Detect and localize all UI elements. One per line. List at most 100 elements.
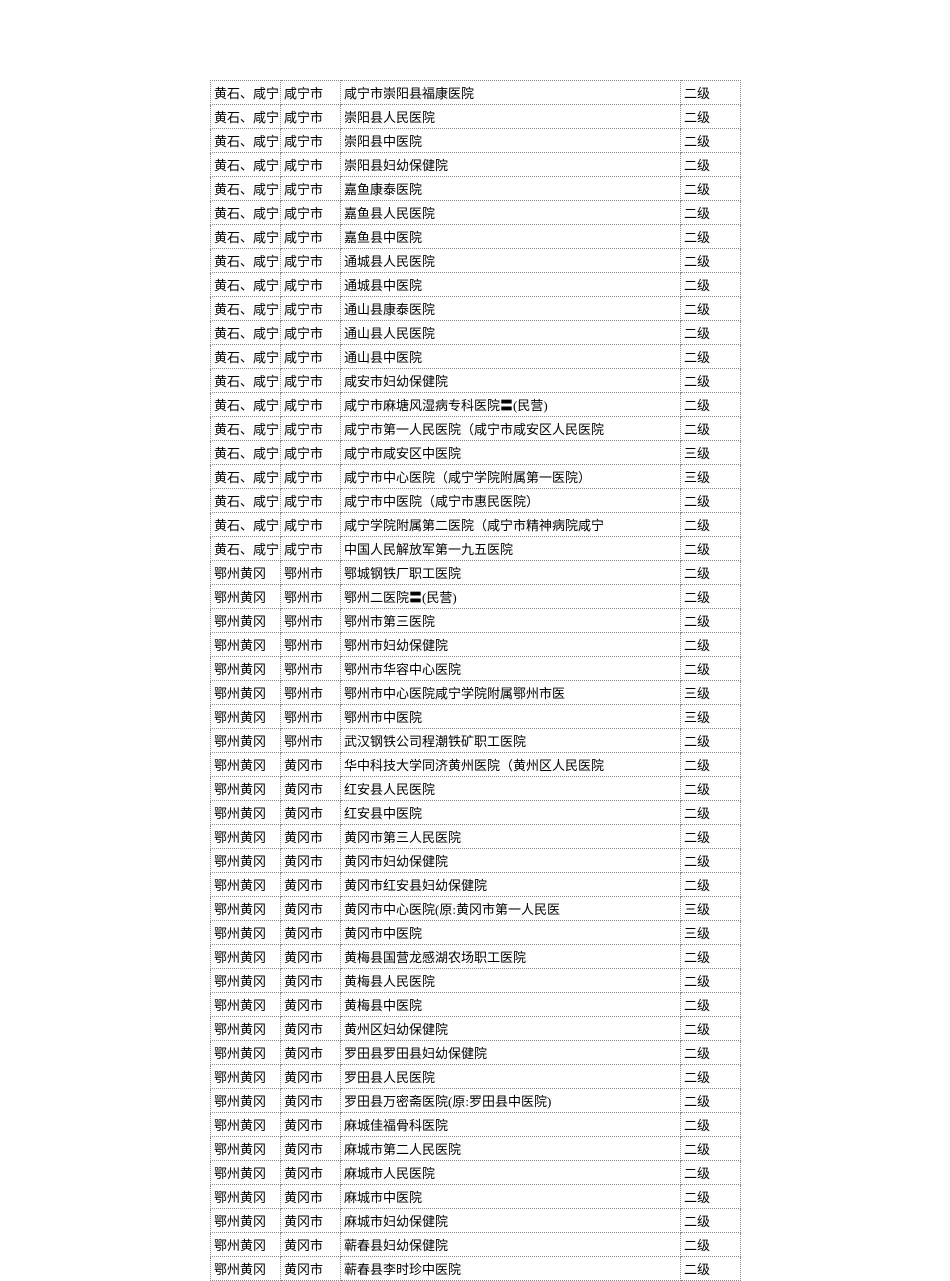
- table-row: 黄石、咸宁咸宁市通城县人民医院二级: [211, 249, 741, 273]
- cell-city: 咸宁市: [281, 489, 341, 513]
- table-row: 鄂州黄冈黄冈市麻城市第二人民医院二级: [211, 1137, 741, 1161]
- cell-city: 咸宁市: [281, 465, 341, 489]
- cell-hospital: 咸宁市咸安区中医院: [341, 441, 681, 465]
- table-row: 鄂州黄冈鄂州市鄂州市华容中心医院二级: [211, 657, 741, 681]
- cell-level: 二级: [681, 201, 741, 225]
- cell-hospital: 鄂州市中心医院咸宁学院附属鄂州市医: [341, 681, 681, 705]
- cell-city: 黄冈市: [281, 873, 341, 897]
- cell-level: 三级: [681, 681, 741, 705]
- cell-city: 咸宁市: [281, 369, 341, 393]
- table-row: 黄石、咸宁咸宁市崇阳县中医院二级: [211, 129, 741, 153]
- cell-hospital: 中国人民解放军第一九五医院: [341, 537, 681, 561]
- cell-city: 鄂州市: [281, 657, 341, 681]
- cell-region: 黄石、咸宁: [211, 537, 281, 561]
- cell-level: 二级: [681, 1113, 741, 1137]
- table-row: 鄂州黄冈黄冈市黄冈市中医院三级: [211, 921, 741, 945]
- cell-city: 咸宁市: [281, 393, 341, 417]
- cell-region: 鄂州黄冈: [211, 801, 281, 825]
- cell-level: 二级: [681, 513, 741, 537]
- table-row: 鄂州黄冈黄冈市红安县中医院二级: [211, 801, 741, 825]
- cell-region: 黄石、咸宁: [211, 249, 281, 273]
- cell-city: 黄冈市: [281, 801, 341, 825]
- cell-hospital: 罗田县万密斋医院(原:罗田县中医院): [341, 1089, 681, 1113]
- cell-city: 鄂州市: [281, 729, 341, 753]
- cell-region: 鄂州黄冈: [211, 681, 281, 705]
- cell-city: 咸宁市: [281, 105, 341, 129]
- cell-city: 黄冈市: [281, 921, 341, 945]
- cell-city: 黄冈市: [281, 969, 341, 993]
- table-row: 黄石、咸宁咸宁市通城县中医院二级: [211, 273, 741, 297]
- cell-hospital: 咸安市妇幼保健院: [341, 369, 681, 393]
- cell-region: 鄂州黄冈: [211, 873, 281, 897]
- cell-city: 鄂州市: [281, 633, 341, 657]
- table-row: 黄石、咸宁咸宁市咸宁市咸安区中医院三级: [211, 441, 741, 465]
- cell-level: 二级: [681, 873, 741, 897]
- cell-level: 二级: [681, 825, 741, 849]
- cell-hospital: 鄂州市华容中心医院: [341, 657, 681, 681]
- cell-region: 黄石、咸宁: [211, 153, 281, 177]
- cell-region: 鄂州黄冈: [211, 585, 281, 609]
- table-row: 黄石、咸宁咸宁市崇阳县人民医院二级: [211, 105, 741, 129]
- cell-level: 二级: [681, 1257, 741, 1281]
- table-row: 鄂州黄冈鄂州市鄂州二医院〓(民营)二级: [211, 585, 741, 609]
- cell-level: 二级: [681, 945, 741, 969]
- cell-city: 黄冈市: [281, 1257, 341, 1281]
- cell-region: 黄石、咸宁: [211, 441, 281, 465]
- cell-hospital: 黄冈市中医院: [341, 921, 681, 945]
- table-row: 黄石、咸宁咸宁市通山县中医院二级: [211, 345, 741, 369]
- cell-level: 二级: [681, 321, 741, 345]
- cell-region: 鄂州黄冈: [211, 777, 281, 801]
- cell-city: 黄冈市: [281, 993, 341, 1017]
- cell-hospital: 黄梅县中医院: [341, 993, 681, 1017]
- table-row: 黄石、咸宁咸宁市咸宁市中心医院（咸宁学院附属第一医院）三级: [211, 465, 741, 489]
- cell-region: 鄂州黄冈: [211, 1257, 281, 1281]
- cell-region: 鄂州黄冈: [211, 825, 281, 849]
- cell-level: 二级: [681, 969, 741, 993]
- cell-hospital: 华中科技大学同济黄州医院（黄州区人民医院: [341, 753, 681, 777]
- cell-level: 二级: [681, 129, 741, 153]
- cell-level: 三级: [681, 921, 741, 945]
- cell-hospital: 通城县人民医院: [341, 249, 681, 273]
- cell-level: 二级: [681, 225, 741, 249]
- cell-hospital: 咸宁学院附属第二医院（咸宁市精神病院咸宁: [341, 513, 681, 537]
- cell-hospital: 崇阳县中医院: [341, 129, 681, 153]
- cell-level: 二级: [681, 1065, 741, 1089]
- cell-level: 二级: [681, 561, 741, 585]
- cell-level: 二级: [681, 345, 741, 369]
- cell-city: 咸宁市: [281, 81, 341, 105]
- cell-hospital: 麻城佳福骨科医院: [341, 1113, 681, 1137]
- cell-hospital: 黄冈市中心医院(原:黄冈市第一人民医: [341, 897, 681, 921]
- cell-level: 二级: [681, 1041, 741, 1065]
- cell-city: 咸宁市: [281, 537, 341, 561]
- cell-city: 鄂州市: [281, 681, 341, 705]
- cell-hospital: 通山县中医院: [341, 345, 681, 369]
- cell-level: 二级: [681, 993, 741, 1017]
- cell-hospital: 通山县人民医院: [341, 321, 681, 345]
- cell-region: 鄂州黄冈: [211, 1161, 281, 1185]
- cell-region: 黄石、咸宁: [211, 321, 281, 345]
- cell-hospital: 嘉鱼县人民医院: [341, 201, 681, 225]
- cell-region: 黄石、咸宁: [211, 345, 281, 369]
- cell-city: 黄冈市: [281, 753, 341, 777]
- cell-city: 黄冈市: [281, 1065, 341, 1089]
- cell-hospital: 鄂州市第三医院: [341, 609, 681, 633]
- cell-hospital: 麻城市第二人民医院: [341, 1137, 681, 1161]
- table-body: 黄石、咸宁咸宁市咸宁市崇阳县福康医院二级黄石、咸宁咸宁市崇阳县人民医院二级黄石、…: [211, 81, 741, 1281]
- cell-region: 鄂州黄冈: [211, 921, 281, 945]
- cell-region: 鄂州黄冈: [211, 609, 281, 633]
- cell-region: 鄂州黄冈: [211, 729, 281, 753]
- table-row: 鄂州黄冈黄冈市黄梅县中医院二级: [211, 993, 741, 1017]
- cell-region: 黄石、咸宁: [211, 273, 281, 297]
- cell-city: 咸宁市: [281, 153, 341, 177]
- cell-city: 黄冈市: [281, 1161, 341, 1185]
- cell-region: 鄂州黄冈: [211, 1089, 281, 1113]
- cell-city: 咸宁市: [281, 513, 341, 537]
- cell-region: 黄石、咸宁: [211, 417, 281, 441]
- cell-level: 二级: [681, 849, 741, 873]
- cell-city: 黄冈市: [281, 1185, 341, 1209]
- cell-city: 黄冈市: [281, 1233, 341, 1257]
- table-row: 鄂州黄冈黄冈市黄冈市红安县妇幼保健院二级: [211, 873, 741, 897]
- table-row: 鄂州黄冈黄冈市蕲春县妇幼保健院二级: [211, 1233, 741, 1257]
- cell-hospital: 麻城市妇幼保健院: [341, 1209, 681, 1233]
- cell-level: 三级: [681, 705, 741, 729]
